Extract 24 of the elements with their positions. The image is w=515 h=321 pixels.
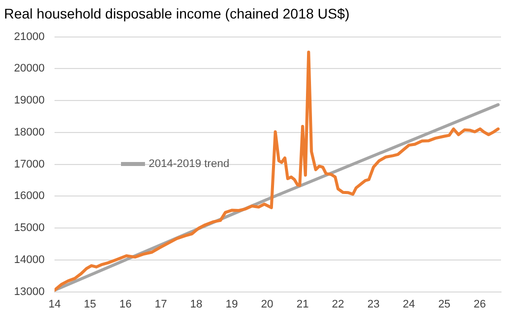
x-tick-label: 19 xyxy=(226,298,238,310)
x-tick-label: 17 xyxy=(154,298,167,310)
y-tick-label: 14000 xyxy=(14,254,45,266)
x-tick-label: 22 xyxy=(332,298,344,310)
x-tick-label: 26 xyxy=(474,298,486,310)
y-tick-label: 20000 xyxy=(14,62,45,75)
x-tick-label: 18 xyxy=(190,298,202,310)
y-tick-label: 16000 xyxy=(14,190,45,202)
y-tick-label: 19000 xyxy=(14,94,45,107)
x-tick-label: 21 xyxy=(296,298,309,310)
x-tick-label: 20 xyxy=(261,298,274,310)
x-tick-label: 15 xyxy=(84,298,96,310)
y-tick-label: 18000 xyxy=(14,126,45,138)
x-tick-label: 14 xyxy=(48,298,61,310)
x-tick-label: 24 xyxy=(402,298,416,310)
y-tick-label: 17000 xyxy=(14,158,45,170)
x-tick-label: 25 xyxy=(438,298,450,310)
y-tick-label: 21000 xyxy=(14,30,45,43)
legend-label: 2014-2019 trend xyxy=(148,158,230,170)
x-tick-label: 23 xyxy=(367,298,380,310)
chart-title: Real household disposable income (chained 2018 US$) xyxy=(4,5,350,22)
x-tick-label: 16 xyxy=(119,298,132,310)
y-tick-label: 15000 xyxy=(14,222,45,234)
y-tick-label: 13000 xyxy=(14,286,45,298)
